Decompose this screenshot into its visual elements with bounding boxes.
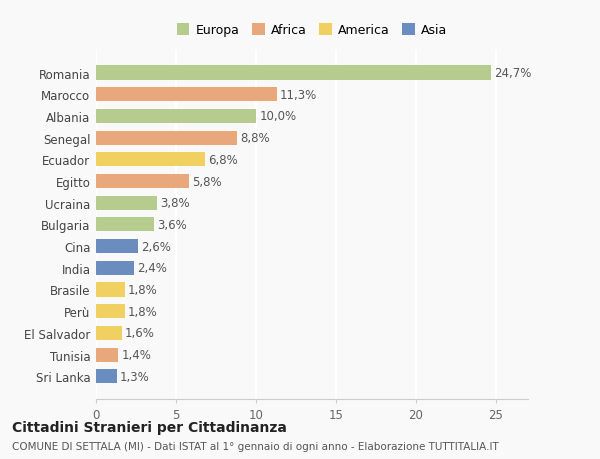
Text: 10,0%: 10,0% [259, 110, 296, 123]
Text: 1,8%: 1,8% [128, 283, 158, 297]
Text: 1,6%: 1,6% [125, 327, 155, 340]
Text: 2,6%: 2,6% [141, 240, 170, 253]
Bar [96, 326, 122, 340]
Bar [96, 261, 134, 275]
Text: 3,6%: 3,6% [157, 218, 187, 231]
Bar [96, 369, 117, 383]
Bar [96, 304, 125, 319]
Text: 6,8%: 6,8% [208, 153, 238, 167]
Text: 8,8%: 8,8% [240, 132, 269, 145]
Bar [96, 131, 237, 146]
Text: 3,8%: 3,8% [160, 197, 190, 210]
Bar [96, 283, 125, 297]
Bar [96, 67, 491, 80]
Text: COMUNE DI SETTALA (MI) - Dati ISTAT al 1° gennaio di ogni anno - Elaborazione TU: COMUNE DI SETTALA (MI) - Dati ISTAT al 1… [12, 441, 499, 451]
Text: Cittadini Stranieri per Cittadinanza: Cittadini Stranieri per Cittadinanza [12, 420, 287, 434]
Text: 24,7%: 24,7% [494, 67, 532, 80]
Bar [96, 348, 118, 362]
Text: 1,3%: 1,3% [120, 370, 150, 383]
Bar [96, 88, 277, 102]
Bar [96, 110, 256, 124]
Text: 1,8%: 1,8% [128, 305, 158, 318]
Bar [96, 196, 157, 210]
Bar [96, 174, 189, 189]
Legend: Europa, Africa, America, Asia: Europa, Africa, America, Asia [177, 24, 447, 37]
Bar [96, 218, 154, 232]
Text: 2,4%: 2,4% [137, 262, 167, 274]
Bar [96, 153, 205, 167]
Text: 1,4%: 1,4% [122, 348, 151, 361]
Bar [96, 240, 137, 253]
Text: 5,8%: 5,8% [192, 175, 221, 188]
Text: 11,3%: 11,3% [280, 89, 317, 101]
